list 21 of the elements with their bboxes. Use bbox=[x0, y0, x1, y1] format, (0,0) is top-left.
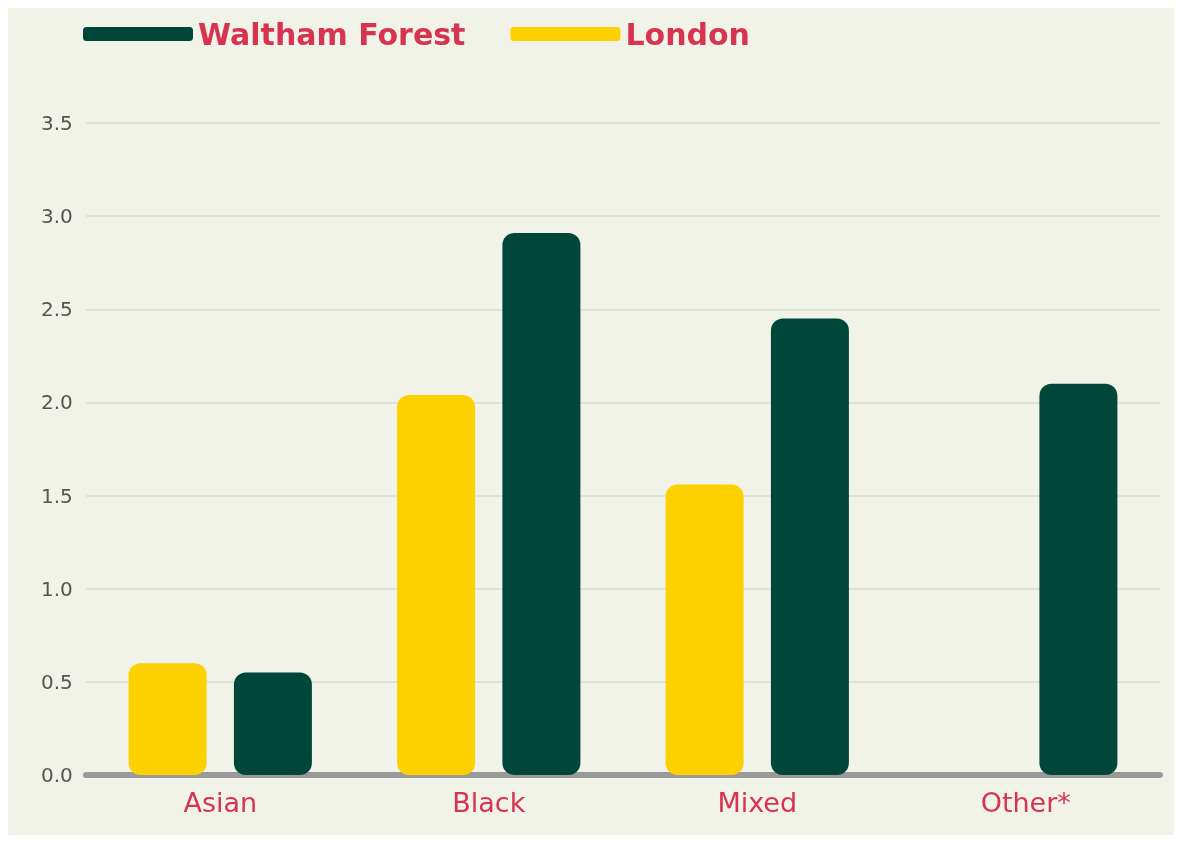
legend-label: Waltham Forest bbox=[198, 16, 466, 52]
bar bbox=[665, 484, 744, 775]
bar bbox=[128, 663, 207, 775]
y-tick-label: 0.5 bbox=[41, 669, 73, 694]
x-tick-label: Black bbox=[452, 787, 526, 818]
x-tick-label: Asian bbox=[183, 787, 258, 818]
y-tick-label: 0.0 bbox=[41, 763, 73, 787]
bar bbox=[1039, 383, 1118, 775]
legend-label: London bbox=[625, 16, 750, 52]
bar bbox=[770, 318, 849, 775]
bar bbox=[502, 232, 581, 775]
y-tick-label: 2.5 bbox=[41, 297, 73, 322]
bar bbox=[397, 394, 476, 775]
x-tick-label: Other* bbox=[980, 787, 1071, 818]
y-tick-label: 1.0 bbox=[41, 576, 73, 601]
bar bbox=[233, 672, 312, 775]
x-tick-label: Mixed bbox=[717, 787, 798, 818]
y-tick-label: 3.0 bbox=[41, 204, 73, 229]
y-tick-label: 1.5 bbox=[41, 483, 73, 508]
y-tick-label: 3.5 bbox=[41, 111, 73, 135]
y-tick-label: 2.0 bbox=[41, 390, 73, 415]
